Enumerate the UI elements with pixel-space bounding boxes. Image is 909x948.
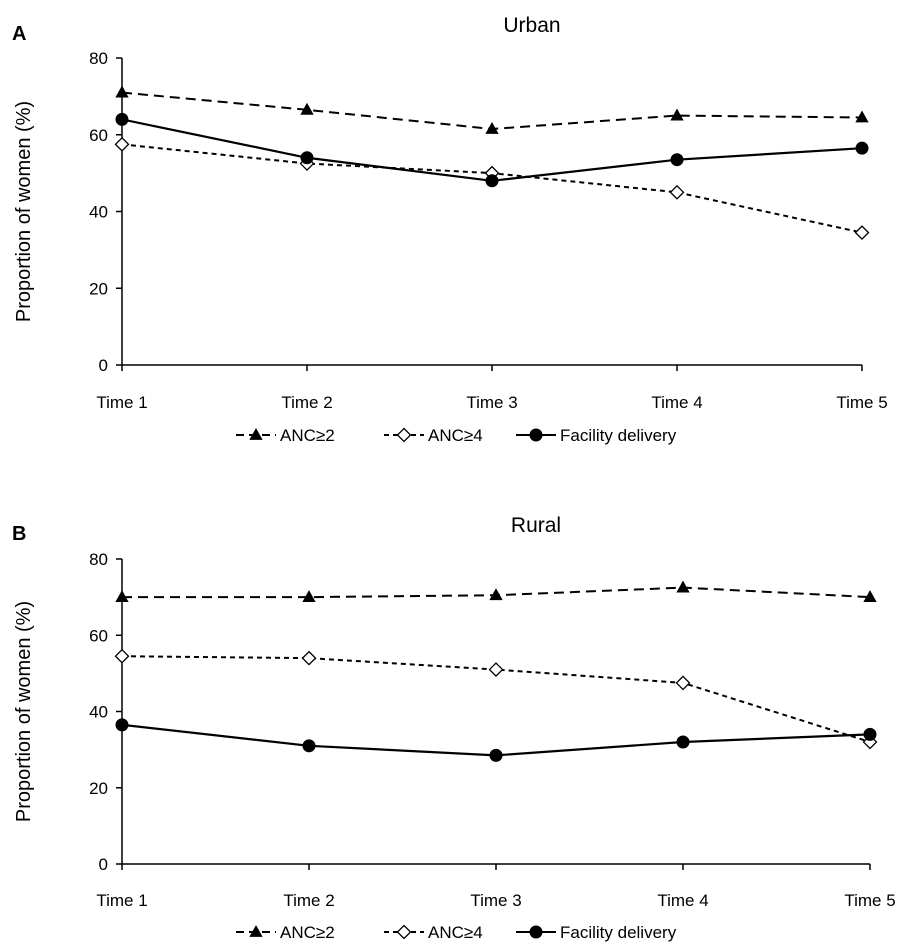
legend-item: ANC≥4	[384, 923, 483, 942]
data-point	[489, 588, 503, 601]
series-open-diamond	[114, 136, 870, 241]
legend-marker	[249, 428, 263, 440]
data-point	[863, 590, 877, 603]
legend-item: Facility delivery	[516, 426, 677, 445]
data-point	[115, 718, 129, 732]
panel-letter: B	[12, 523, 26, 545]
series-filled-triangle	[115, 85, 869, 134]
x-tick-label: Time 1	[96, 891, 147, 910]
y-tick-label: 60	[89, 626, 108, 645]
legend-label: ANC≥2	[280, 923, 335, 942]
data-point	[115, 590, 129, 603]
legend-label: ANC≥4	[428, 426, 483, 445]
legend-label: ANC≥4	[428, 923, 483, 942]
y-axis-label: Proportion of women (%)	[13, 101, 35, 322]
data-point	[300, 102, 314, 115]
x-tick-label: Time 5	[844, 891, 895, 910]
data-point	[675, 675, 691, 691]
x-tick-label: Time 4	[651, 393, 702, 412]
panel-letter: A	[12, 23, 26, 45]
data-point	[302, 590, 316, 603]
data-point	[676, 735, 690, 749]
x-tick-label: Time 2	[283, 891, 334, 910]
y-tick-label: 80	[89, 550, 108, 569]
y-tick-label: 80	[89, 49, 108, 68]
legend-label: Facility delivery	[560, 923, 677, 942]
data-point	[485, 121, 499, 134]
legend-item: Facility delivery	[516, 923, 677, 942]
data-point	[863, 727, 877, 741]
legend: ANC≥2 ANC≥4 Facility delivery	[236, 923, 677, 942]
data-point	[115, 112, 129, 126]
data-point	[854, 225, 870, 241]
data-point	[670, 108, 684, 121]
data-point	[488, 662, 504, 677]
data-point	[676, 580, 690, 593]
legend-label: ANC≥2	[280, 426, 335, 445]
legend-marker	[249, 925, 263, 937]
data-point	[114, 136, 130, 152]
x-tick-label: Time 1	[96, 393, 147, 412]
data-point	[114, 648, 130, 664]
y-tick-label: 0	[99, 356, 108, 375]
chart-panel-b: B Rural Proportion of women (%) 0 20 40 60 80 Ti…	[12, 514, 896, 942]
legend-label: Facility delivery	[560, 426, 677, 445]
chart-panel-a: A Urban Proportion of women (%) 0 20 40 60 80 Ti…	[12, 14, 888, 445]
series-filled-circle	[115, 718, 877, 762]
data-point	[669, 184, 685, 200]
legend: ANC≥2 ANC≥4 Facility delivery	[236, 426, 677, 445]
data-point	[489, 748, 503, 762]
series-line	[121, 143, 863, 234]
y-tick-label: 40	[89, 703, 108, 722]
y-axis-label: Proportion of women (%)	[13, 601, 35, 822]
series-filled-triangle	[115, 580, 877, 603]
data-point	[300, 151, 314, 165]
legend-item: ANC≥2	[236, 923, 335, 942]
x-tick-label: Time 2	[281, 393, 332, 412]
y-tick-label: 40	[89, 203, 108, 222]
x-tick-label: Time 3	[466, 393, 517, 412]
legend-marker	[529, 428, 543, 442]
data-point	[301, 650, 317, 666]
legend-item: ANC≥2	[236, 426, 335, 445]
y-tick-label: 60	[89, 126, 108, 145]
y-tick-label: 20	[89, 279, 108, 298]
data-point	[302, 739, 316, 753]
x-tick-label: Time 4	[657, 891, 708, 910]
x-tick-label: Time 3	[470, 891, 521, 910]
y-tick-label: 0	[99, 855, 108, 874]
legend-marker	[396, 427, 412, 443]
chart-title: Rural	[511, 514, 561, 537]
legend-marker	[396, 924, 412, 940]
chart-title: Urban	[503, 14, 560, 37]
legend-item: ANC≥4	[384, 426, 483, 445]
data-point	[855, 110, 869, 123]
x-tick-label: Time 5	[836, 393, 887, 412]
data-point	[670, 153, 684, 167]
y-tick-label: 20	[89, 779, 108, 798]
data-point	[855, 141, 869, 155]
data-point	[485, 174, 499, 188]
data-point	[115, 85, 129, 98]
legend-marker	[529, 925, 543, 939]
series-filled-circle	[115, 112, 869, 188]
series-open-diamond	[114, 648, 878, 750]
